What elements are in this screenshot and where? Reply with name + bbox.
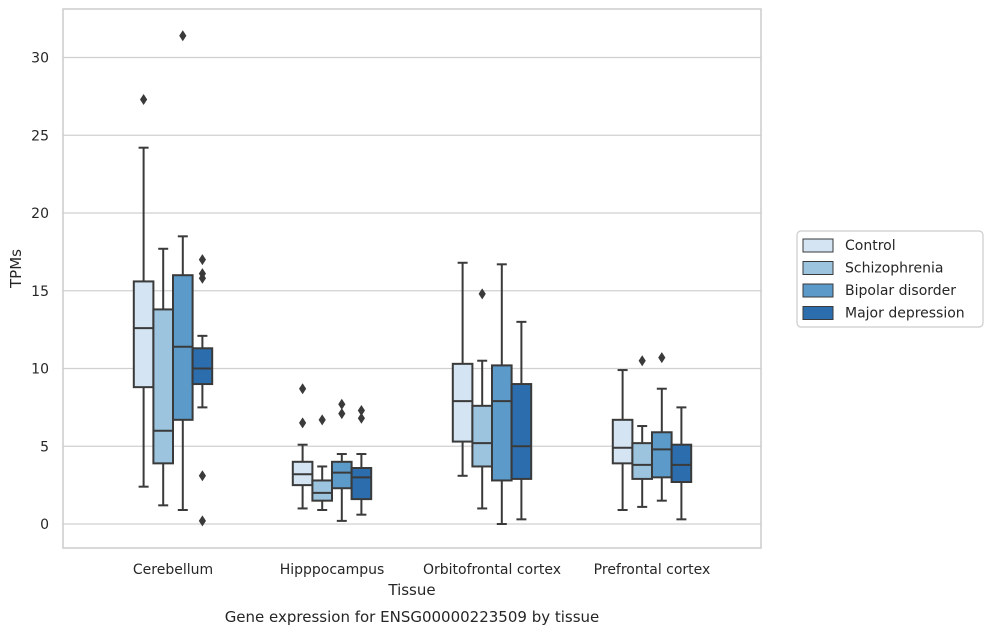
box-bipolar-disorder bbox=[651, 352, 673, 502]
legend-label: Schizophrenia bbox=[845, 261, 943, 277]
outlier-point bbox=[338, 408, 346, 420]
box-rect bbox=[451, 362, 474, 443]
outlier-point bbox=[198, 515, 206, 527]
x-tick-label: Hipppocampus bbox=[280, 562, 385, 578]
outlier-point bbox=[318, 414, 326, 426]
y-tick-labels: 0 5 10 15 20 25 30 bbox=[31, 51, 49, 534]
outlier-point bbox=[198, 254, 206, 266]
box-rect bbox=[311, 479, 333, 502]
outlier-point bbox=[299, 383, 307, 395]
box-rect bbox=[350, 467, 373, 501]
plot-frame bbox=[62, 8, 762, 549]
outlier-point bbox=[658, 352, 666, 364]
box-bipolar-disorder bbox=[331, 398, 353, 522]
x-tick-label: Cerebellum bbox=[133, 562, 213, 578]
outlier-point bbox=[638, 355, 646, 367]
box-major-depression bbox=[670, 406, 693, 521]
legend-swatch bbox=[802, 283, 834, 298]
box-major-depression bbox=[191, 254, 214, 527]
box-rect bbox=[491, 364, 513, 482]
legend-label: Major depression bbox=[845, 306, 965, 322]
box-control bbox=[291, 383, 314, 510]
y-tick-label: 30 bbox=[31, 51, 49, 67]
box-rect bbox=[152, 308, 174, 465]
box-bipolar-disorder bbox=[491, 263, 513, 525]
box-schizophrenia bbox=[152, 247, 174, 507]
outlier-point bbox=[357, 404, 365, 416]
legend-swatch bbox=[802, 306, 834, 320]
box-control bbox=[132, 93, 155, 488]
boxes bbox=[132, 30, 693, 527]
box-rect bbox=[651, 431, 673, 479]
box-rect bbox=[331, 460, 353, 490]
legend-frame bbox=[796, 230, 984, 328]
y-tick-label: 10 bbox=[31, 362, 49, 378]
box-rect bbox=[631, 442, 654, 480]
box-schizophrenia bbox=[471, 288, 493, 510]
outlier-point bbox=[478, 288, 486, 300]
box-rect bbox=[191, 347, 214, 386]
box-rect bbox=[670, 443, 693, 484]
box-schizophrenia bbox=[311, 414, 333, 512]
box-control bbox=[451, 261, 474, 477]
chart-caption: Gene expression for ENSG00000223509 by t… bbox=[225, 608, 600, 626]
box-rect bbox=[510, 383, 533, 480]
outlier-point bbox=[357, 412, 365, 424]
outlier-point bbox=[198, 470, 206, 482]
outlier-point bbox=[198, 268, 206, 280]
legend-label: Bipolar disorder bbox=[845, 283, 956, 299]
y-tick-label: 20 bbox=[31, 206, 49, 222]
y-tick-label: 15 bbox=[31, 284, 49, 300]
box-major-depression bbox=[510, 320, 533, 521]
y-tick-label: 25 bbox=[31, 128, 49, 144]
x-axis-label: Tissue bbox=[387, 581, 435, 599]
y-tick-label: 0 bbox=[40, 517, 49, 533]
box-schizophrenia bbox=[631, 355, 654, 508]
legend-label: Control bbox=[845, 238, 896, 254]
legend: Control Schizophrenia Bipolar disorder Majo… bbox=[796, 230, 984, 328]
outlier-point bbox=[179, 30, 187, 42]
legend-swatch bbox=[802, 261, 834, 275]
box-rect bbox=[611, 418, 634, 465]
box-bipolar-disorder bbox=[172, 30, 194, 512]
y-tick-label: 5 bbox=[40, 439, 49, 455]
outlier-point bbox=[299, 417, 307, 429]
legend-swatch bbox=[802, 238, 834, 253]
box-major-depression bbox=[350, 404, 373, 516]
outlier-point bbox=[140, 93, 148, 105]
x-tick-label: Orbitofrontal cortex bbox=[423, 562, 561, 578]
x-tick-label: Prefrontal cortex bbox=[594, 562, 711, 578]
x-tick-labels: Cerebellum Hipppocampus Orbitofrontal cort… bbox=[133, 562, 710, 578]
outlier-point bbox=[338, 398, 346, 410]
y-axis-label: TPMs bbox=[7, 249, 25, 289]
box-control bbox=[611, 369, 634, 512]
box-rect bbox=[471, 404, 493, 468]
box-rect bbox=[132, 280, 155, 389]
